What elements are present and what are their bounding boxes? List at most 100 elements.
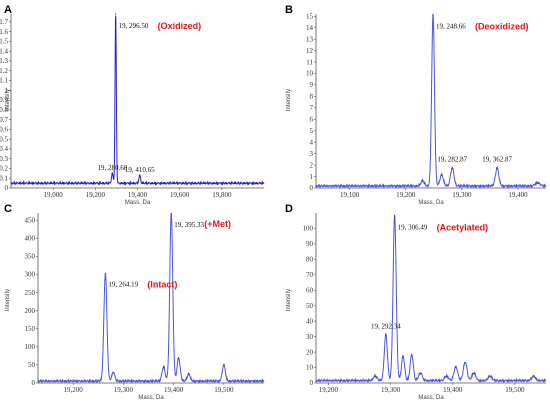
spectrum-line — [37, 213, 265, 384]
peak-point — [441, 174, 443, 177]
y-tick-label: 0.9 — [0, 96, 9, 104]
peak-point — [411, 354, 413, 356]
peak-point — [451, 167, 453, 170]
annotation-label: (Oxidized) — [158, 21, 202, 31]
y-tick-label: 8 — [310, 93, 314, 101]
peak-label: 19, 264.19 — [108, 280, 138, 288]
peak-point — [115, 13, 117, 15]
peak-label: 19, 410.65 — [125, 166, 155, 174]
y-tick-label: 50 — [306, 302, 314, 310]
panel-letter: A — [4, 4, 12, 16]
y-tick-label: 1.2 — [0, 67, 9, 75]
y-tick-label: 150 — [25, 325, 36, 333]
annotation-label: (+Met) — [204, 219, 231, 229]
annotation-label: (Intact) — [147, 279, 177, 289]
y-tick-label: 0.5 — [0, 135, 9, 143]
peak-label: 19, 292.34 — [371, 323, 401, 331]
y-tick-label: 3 — [310, 150, 314, 158]
x-axis-title: Mass, Da — [138, 395, 164, 401]
y-tick-label: 0.8 — [0, 106, 9, 114]
peak-point — [489, 376, 491, 378]
peak-point — [170, 213, 172, 215]
x-tick-label: 19,000 — [44, 191, 64, 199]
x-tick-label: 19,300 — [452, 191, 472, 199]
y-tick-label: 7 — [310, 104, 314, 112]
x-tick-label: 19,200 — [64, 386, 84, 394]
y-axis-title: Intensity — [286, 89, 292, 111]
y-tick-label: 12 — [306, 47, 314, 55]
panel-letter: B — [285, 4, 293, 16]
x-tick-label: 19,200 — [319, 386, 339, 394]
y-tick-label: 250 — [25, 289, 36, 297]
y-tick-label: 1 — [310, 173, 314, 181]
y-tick-label: 0.2 — [0, 165, 9, 173]
y-tick-label: 100 — [25, 343, 36, 351]
x-axis-title: Mass, Da — [125, 200, 151, 206]
x-tick-label: 19,300 — [114, 386, 134, 394]
peak-point — [496, 167, 498, 170]
panel-letter: C — [4, 203, 12, 215]
y-tick-label: 1.4 — [0, 47, 9, 55]
peak-label: 19, 306.49 — [398, 224, 428, 232]
peak-point — [223, 365, 225, 367]
y-tick-label: 0.6 — [0, 126, 9, 134]
peak-point — [421, 180, 424, 182]
x-tick-label: 19,200 — [86, 191, 106, 199]
x-axis-title: Mass, Da — [418, 395, 444, 401]
y-tick-label: 50 — [28, 361, 36, 369]
y-tick-label: 70 — [306, 271, 314, 279]
y-tick-label: 13 — [306, 35, 314, 43]
peak-point — [532, 376, 535, 378]
x-tick-label: 19,400 — [508, 191, 528, 199]
spectrum-line — [315, 13, 547, 189]
y-tick-label: 6 — [310, 116, 314, 124]
peak-point — [432, 14, 434, 16]
annotation-label: (Acetylated) — [437, 223, 489, 233]
peak-point — [178, 357, 180, 360]
x-tick-label: 19,500 — [214, 386, 234, 394]
y-tick-label: 0 — [310, 379, 314, 387]
y-tick-label: 1.3 — [0, 57, 9, 65]
x-axis-title: Mass, Da — [418, 200, 444, 206]
x-tick-label: 19,400 — [164, 386, 184, 394]
peak-point — [419, 373, 422, 375]
y-tick-label: 350 — [25, 253, 36, 261]
x-tick-label: 19,800 — [212, 191, 232, 199]
y-tick-label: 10 — [306, 364, 314, 372]
peak-point — [385, 334, 387, 336]
peak-point — [374, 376, 376, 378]
x-tick-label: 19,400 — [128, 191, 148, 199]
y-tick-label: 9 — [310, 81, 314, 89]
peak-label: 19, 296.50 — [119, 22, 149, 30]
peak-label: 19, 280.68 — [97, 164, 127, 172]
y-tick-label: 20 — [306, 348, 314, 356]
panel-a: A 0 0.10.2 0.3 0.4 0.50.6 0.7 0.8 0.9 11.1 1.2 1.3 1… — [0, 4, 265, 206]
x-tick-label: 19,300 — [381, 386, 401, 394]
y-tick-label: 5 — [310, 127, 314, 135]
peak-label: 19, 395.33 — [174, 221, 204, 229]
peak-point — [536, 182, 539, 185]
y-tick-label: 1 — [5, 86, 9, 94]
peak-point — [455, 366, 457, 369]
y-tick-label: 11 — [306, 58, 313, 66]
panel-letter: D — [285, 203, 293, 215]
peak-point — [473, 373, 475, 375]
peak-point — [445, 376, 448, 378]
y-tick-label: 1.6 — [0, 28, 9, 36]
y-tick-label: 10 — [306, 70, 314, 78]
peak-point — [111, 173, 113, 175]
y-tick-label: 80 — [306, 256, 314, 264]
x-tick-label: 19,400 — [443, 386, 463, 394]
y-tick-label: 60 — [306, 286, 314, 294]
y-axis-title: Intensity — [286, 289, 292, 311]
y-tick-label: 4 — [310, 138, 314, 146]
y-tick-label: 90 — [306, 240, 314, 248]
y-tick-label: 0.3 — [0, 155, 9, 163]
y-tick-label: 15 — [306, 12, 314, 20]
x-tick-label: 19,600 — [170, 191, 190, 199]
x-tick-label: 19,200 — [396, 191, 416, 199]
peak-point — [139, 175, 141, 177]
y-tick-label: 100 — [303, 225, 314, 233]
y-tick-label: 0.4 — [0, 145, 9, 153]
